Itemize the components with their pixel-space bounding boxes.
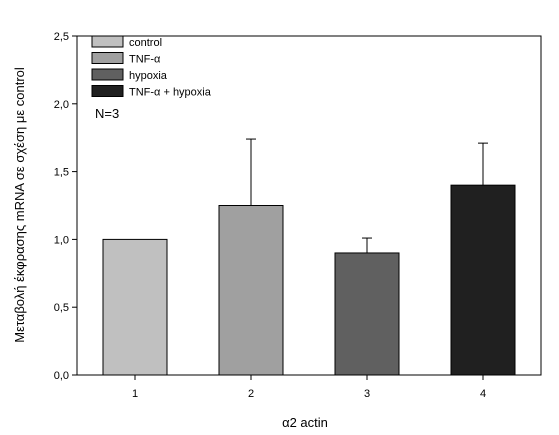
x-tick-label: 2 bbox=[248, 388, 254, 400]
x-axis: 1 2 3 4 bbox=[132, 375, 486, 400]
x-tick-label: 4 bbox=[480, 388, 486, 400]
y-axis-title: Μεταβολή έκφρασης mRNA σε σχέση με contr… bbox=[12, 67, 27, 343]
legend-swatch bbox=[91, 85, 124, 97]
bar bbox=[102, 238, 168, 376]
y-tick-label: 2,5 bbox=[54, 31, 69, 43]
legend: control TNF-α hypoxia TNF-α + hypoxia bbox=[91, 35, 212, 99]
legend-label: TNF-α + hypoxia bbox=[129, 87, 212, 99]
bar bbox=[218, 205, 284, 376]
legend-swatch bbox=[91, 68, 124, 81]
y-tick-label: 1,5 bbox=[54, 167, 69, 179]
annotation-n: N=3 bbox=[95, 106, 119, 121]
x-tick-label: 3 bbox=[364, 388, 370, 400]
legend-swatch bbox=[91, 52, 124, 64]
y-axis: 0,0 0,5 1,0 1,5 2,0 2,5 bbox=[54, 31, 77, 382]
bar bbox=[334, 252, 400, 376]
x-axis-title: α2 actin bbox=[282, 415, 328, 430]
y-tick-label: 2,0 bbox=[54, 99, 69, 111]
legend-label: control bbox=[129, 37, 162, 49]
y-tick-label: 0,5 bbox=[54, 302, 69, 314]
y-tick-label: 1,0 bbox=[54, 234, 69, 246]
legend-label: TNF-α bbox=[129, 54, 161, 66]
error-bars-group bbox=[246, 138, 488, 253]
legend-label: hypoxia bbox=[129, 70, 168, 82]
y-tick-label: 0,0 bbox=[54, 370, 69, 382]
legend-swatch bbox=[91, 35, 124, 48]
bars-group bbox=[102, 184, 516, 376]
plot-frame bbox=[76, 35, 542, 376]
x-tick-label: 1 bbox=[132, 388, 138, 400]
bar bbox=[450, 184, 516, 376]
